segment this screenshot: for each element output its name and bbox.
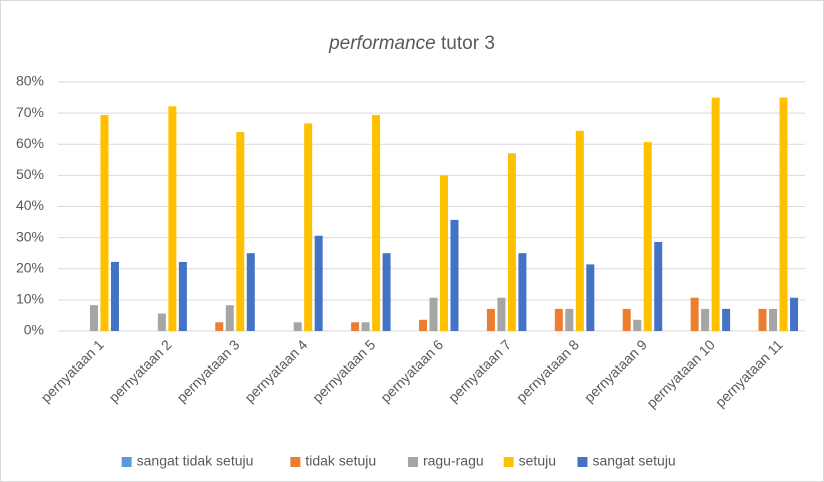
bar bbox=[622, 308, 631, 331]
bar bbox=[711, 97, 720, 331]
bar bbox=[701, 308, 710, 331]
bar bbox=[168, 106, 177, 331]
bar bbox=[554, 308, 563, 331]
bar bbox=[100, 114, 109, 332]
bar bbox=[779, 97, 788, 331]
legend-label: sangat setuju bbox=[592, 453, 675, 469]
y-tick-label: 60% bbox=[16, 135, 44, 151]
y-tick-label: 50% bbox=[16, 166, 44, 182]
bar bbox=[246, 253, 255, 331]
bar bbox=[643, 142, 652, 331]
legend-label: setuju bbox=[519, 453, 556, 469]
bar bbox=[293, 322, 302, 331]
bar bbox=[722, 308, 731, 331]
bar bbox=[690, 297, 699, 331]
legend-swatch bbox=[503, 457, 514, 467]
bar bbox=[382, 253, 391, 331]
bar bbox=[314, 235, 323, 331]
y-tick-label: 30% bbox=[16, 228, 44, 244]
chart-title: performance tutor 3 bbox=[328, 33, 495, 54]
bar bbox=[769, 308, 778, 331]
bar bbox=[440, 175, 448, 331]
y-tick-label: 20% bbox=[16, 259, 44, 275]
legend-swatch bbox=[577, 457, 588, 467]
bar bbox=[654, 241, 663, 331]
bar bbox=[351, 322, 360, 331]
bar bbox=[157, 313, 166, 331]
bar bbox=[575, 130, 584, 331]
bar bbox=[758, 308, 767, 331]
y-tick-label: 40% bbox=[16, 197, 44, 213]
y-tick-label: 10% bbox=[16, 291, 44, 307]
legend-swatch bbox=[121, 457, 132, 467]
legend-label: ragu-ragu bbox=[423, 453, 484, 469]
bar bbox=[518, 253, 527, 331]
bar bbox=[178, 261, 187, 331]
bar bbox=[236, 132, 245, 331]
bar bbox=[110, 261, 119, 331]
bar bbox=[225, 305, 234, 331]
bar bbox=[419, 319, 427, 331]
bar bbox=[507, 153, 516, 331]
bar bbox=[372, 114, 381, 332]
bar bbox=[304, 123, 313, 332]
y-tick-label: 80% bbox=[16, 73, 44, 89]
legend-swatch bbox=[290, 457, 301, 467]
legend-label: tidak setuju bbox=[305, 453, 376, 469]
bar bbox=[633, 319, 642, 331]
bar bbox=[790, 297, 799, 331]
bar bbox=[429, 297, 438, 331]
y-tick-label: 0% bbox=[24, 322, 44, 338]
bar bbox=[486, 308, 495, 331]
y-tick-label: 70% bbox=[16, 104, 44, 120]
bar bbox=[497, 297, 506, 331]
bar bbox=[565, 308, 574, 331]
bar bbox=[361, 322, 370, 331]
legend-label: sangat tidak setuju bbox=[137, 453, 254, 469]
bar bbox=[215, 322, 224, 331]
bar bbox=[89, 305, 98, 331]
bar bbox=[586, 264, 595, 331]
bar bbox=[450, 219, 459, 331]
legend-swatch bbox=[407, 457, 418, 467]
